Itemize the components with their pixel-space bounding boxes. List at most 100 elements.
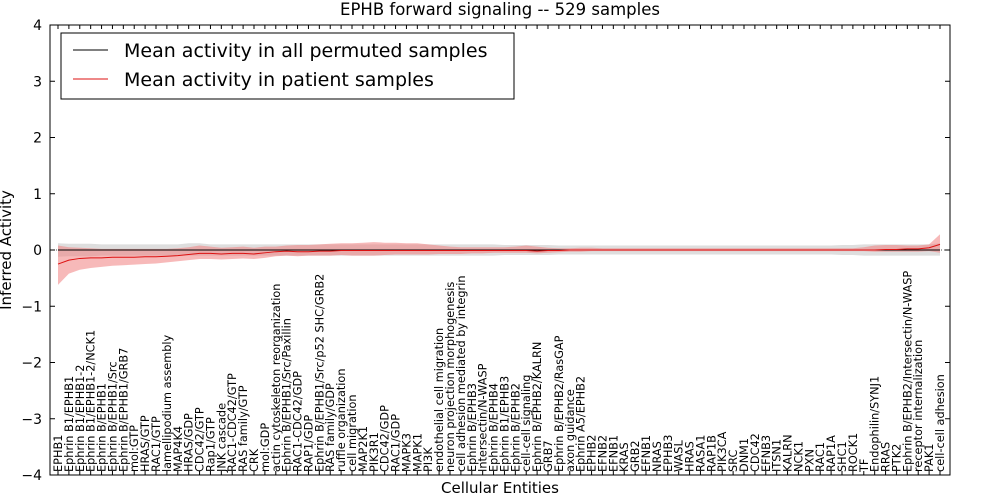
category-label: DNM1 [738,438,751,472]
category-label: Ephrin B1/EPHB3 [498,376,511,472]
category-label: NCK1 [792,441,805,472]
y-tick-label: −3 [21,412,42,428]
category-label: PTK2 [890,444,903,472]
x-axis-title: Cellular Entities [441,479,559,497]
category-label: actin cytoskeleton reorganization [270,284,283,472]
y-tick-label: −4 [21,468,42,484]
category-label: MAP4K4 [172,426,185,472]
category-label: JNK cascade [215,403,228,473]
category-label: Ephrin B/EPHB3 [466,383,479,472]
category-label: KALRN [782,434,795,472]
category-label: EFNB1 [640,435,653,472]
category-label: Ephrin B/EPHB1 [96,383,109,472]
y-axis-title: Inferred Activity [0,190,15,310]
category-label: EFNB2 [596,435,609,472]
category-label: ITSN1 [771,439,784,472]
legend: Mean activity in all permuted samples Me… [60,32,515,100]
category-label: KRAS [618,442,631,472]
plot-area [50,234,950,285]
category-label: RAP1B [705,435,718,472]
category-label: RAS family/GTP [237,385,250,472]
category-label: endothelial cell migration [433,328,446,472]
category-label: MAPK3 [400,433,413,472]
category-label: Ephrin B1/EPHB1 [63,376,76,472]
category-label: EPHB2 [586,435,599,472]
category-label: Ephrin B1/EPHB1-2 [74,365,87,472]
category-label: Ephrin B/EPHB2/RasGAP [553,335,566,472]
y-tick-label: 3 [33,74,42,90]
series-line-patient [57,243,941,265]
legend-label-permuted: Mean activity in all permuted samples [124,40,487,62]
category-label: Endophilin/SYNJ1 [869,376,882,472]
axes: −4 −3 −2 −1 0 1 2 3 4 [21,18,951,484]
category-label: PIK3R1 [368,432,381,472]
category-label: mol:GDP [259,423,272,472]
category-label: SHC1 [836,441,849,472]
category-label: HRAS [684,441,697,472]
category-label: CRK [248,448,261,472]
category-label: RAP1/GDP [302,415,315,472]
category-label: lamellipodium assembly [161,334,174,472]
category-label: Ephrin B/EPHB4 [488,383,501,472]
category-label: neuron projection morphogenesis [444,282,457,472]
y-tick-label: −2 [21,356,42,372]
category-label: mol:GTP [128,425,141,472]
y-tick-label: 4 [33,18,42,34]
category-label: PAK1 [923,444,936,472]
category-label: EPHB1 [52,435,65,472]
category-label: HRAS/GDP [183,413,196,472]
category-label: Ephrin B/EPHB2/KALRN [531,342,544,472]
category-label: axon guidance [564,389,577,472]
category-label: WASL [673,440,686,472]
category-label: RAC1 [814,442,827,472]
category-label: RAP1A [825,435,838,472]
category-label: RAC1/GDP [390,414,403,472]
category-label: receptor internalization [912,340,925,472]
category-label: CDC42/GTP [194,407,207,472]
category-label: RAC1/GTP [150,416,163,472]
category-label: cell migration [346,394,359,472]
category-label: Intersectin/N-WASP [477,363,490,472]
y-tick-label: 1 [33,187,42,203]
category-label: cell-cell adhesion [934,374,947,472]
category-label: cell-cell signaling [520,375,533,472]
category-label: NRAS [651,441,664,472]
category-label: cell adhesion mediated by integrin [455,276,468,473]
category-label: Ephrin B1/EPHB1-2/NCK1 [85,330,98,472]
category-label: GRB7 [542,440,555,472]
category-label: CDC42/GDP [379,405,392,472]
category-label: RASA1 [694,435,707,472]
category-label: Ephrin B/EPHB1/Src [106,361,119,472]
y-tick-label: −1 [21,299,42,315]
category-label: PI3K [422,447,435,472]
confidence-band-patient [58,234,940,285]
category-label: Ephrin B/EPHB1/Src/Paxillin [281,318,294,472]
category-label: ruffle organization [335,368,348,472]
legend-box [60,32,515,100]
category-label: PXN [803,449,816,472]
category-label: Ephrin B/EPHB2/Intersectin/N-WASP [901,271,914,472]
chart-title: EPHB forward signaling -- 529 samples [340,0,660,19]
category-label: RAC1-CDC42/GTP [226,373,239,472]
category-label: Ephrin B/EPHB1/Src/p52 SHC/GRB2 [313,274,326,472]
category-label: MAPK1 [411,433,424,472]
category-label: EPHB3 [662,435,675,472]
category-label: EFNB3 [760,435,773,472]
category-label: Ephrin B/EPHB1/GRB7 [117,348,130,472]
category-label: Ephrin A5/EPHB2 [575,376,588,472]
category-label: TF [858,459,871,473]
category-label: HRAS/GTP [139,415,152,472]
y-tick-label: 2 [33,131,42,147]
category-label: GRB2 [629,440,642,472]
category-label: RAS family/GDP [324,383,337,472]
legend-label-patient: Mean activity in patient samples [124,69,434,91]
category-label: Rap1/GTP [204,417,217,472]
y-tick-label: 0 [33,243,42,259]
category-label: CDC42 [749,433,762,472]
category-label: PIK3CA [716,431,729,472]
category-label: SRC [727,450,740,472]
category-label: RRAS [880,442,893,472]
category-label: EFNB1 [607,435,620,472]
